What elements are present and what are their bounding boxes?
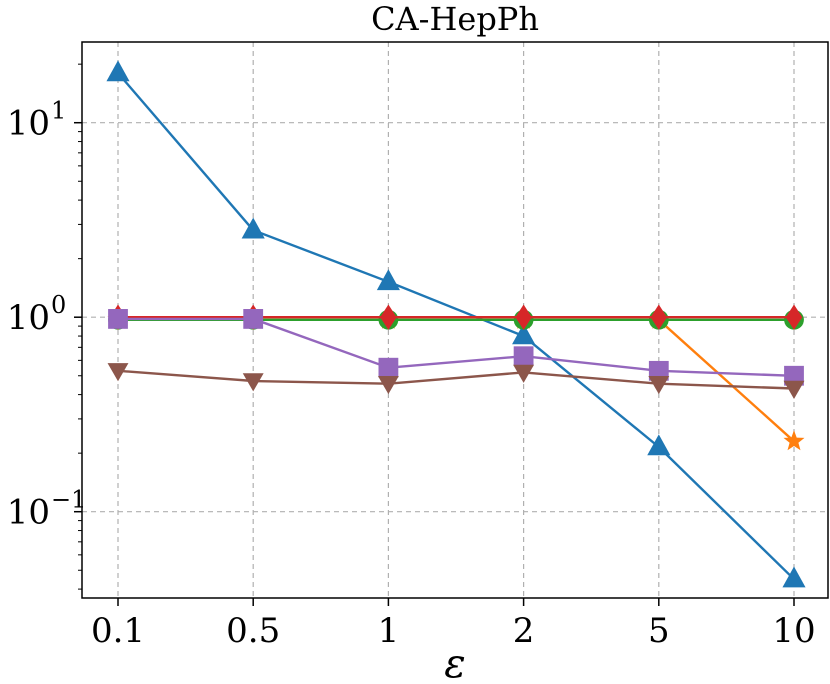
y-tick-label: 10 −1 bbox=[7, 486, 87, 533]
y-tick-base: 10 bbox=[7, 104, 50, 144]
series-line bbox=[118, 317, 795, 377]
x-tick-label: 0.1 bbox=[91, 611, 145, 651]
data-point bbox=[378, 357, 399, 378]
x-tick-label: 10 bbox=[772, 611, 815, 651]
data-point bbox=[380, 304, 397, 330]
series-purple-square bbox=[108, 309, 804, 386]
data-point bbox=[647, 434, 671, 456]
data-point bbox=[377, 376, 399, 395]
y-tick-base: 10 bbox=[7, 493, 50, 533]
data-point bbox=[512, 323, 536, 345]
data-point bbox=[648, 360, 669, 381]
series-line bbox=[117, 369, 795, 390]
x-tick-label: 0.5 bbox=[226, 611, 280, 651]
data-point bbox=[515, 304, 532, 330]
y-tick-base: 10 bbox=[7, 298, 50, 338]
data-point bbox=[376, 269, 400, 291]
data-point bbox=[784, 365, 804, 386]
y-tick-label: 10 0 bbox=[7, 291, 67, 338]
x-tick-label: 2 bbox=[513, 611, 535, 651]
series-brown-triangle-down bbox=[107, 363, 805, 399]
data-point bbox=[648, 376, 670, 395]
chart-title: CA-HepPh bbox=[371, 0, 539, 38]
data-point bbox=[782, 566, 806, 588]
data-point bbox=[242, 373, 264, 392]
plot-series bbox=[106, 60, 806, 588]
data-point bbox=[783, 430, 805, 451]
data-point bbox=[650, 304, 668, 330]
series-line bbox=[117, 72, 795, 581]
data-point bbox=[783, 380, 805, 399]
y-tick-exponent: 1 bbox=[51, 97, 66, 125]
data-point bbox=[243, 309, 264, 329]
x-tick-label: 5 bbox=[648, 611, 670, 651]
plot-frame bbox=[81, 41, 829, 599]
x-tick-label: 1 bbox=[378, 611, 400, 651]
series-blue-triangle-up bbox=[106, 60, 806, 588]
data-point bbox=[785, 304, 803, 330]
data-point bbox=[108, 309, 128, 329]
data-point bbox=[107, 363, 129, 382]
y-tick-exponent: −1 bbox=[51, 486, 86, 514]
x-axis-label: ε bbox=[444, 641, 465, 684]
y-tick-label: 10 1 bbox=[7, 97, 67, 144]
y-tick-exponent: 0 bbox=[51, 291, 66, 319]
data-point bbox=[241, 217, 265, 239]
series-line bbox=[118, 318, 795, 443]
series-orange-star bbox=[107, 308, 805, 451]
data-point bbox=[513, 364, 535, 383]
data-point bbox=[513, 346, 534, 367]
data-point bbox=[106, 60, 130, 82]
